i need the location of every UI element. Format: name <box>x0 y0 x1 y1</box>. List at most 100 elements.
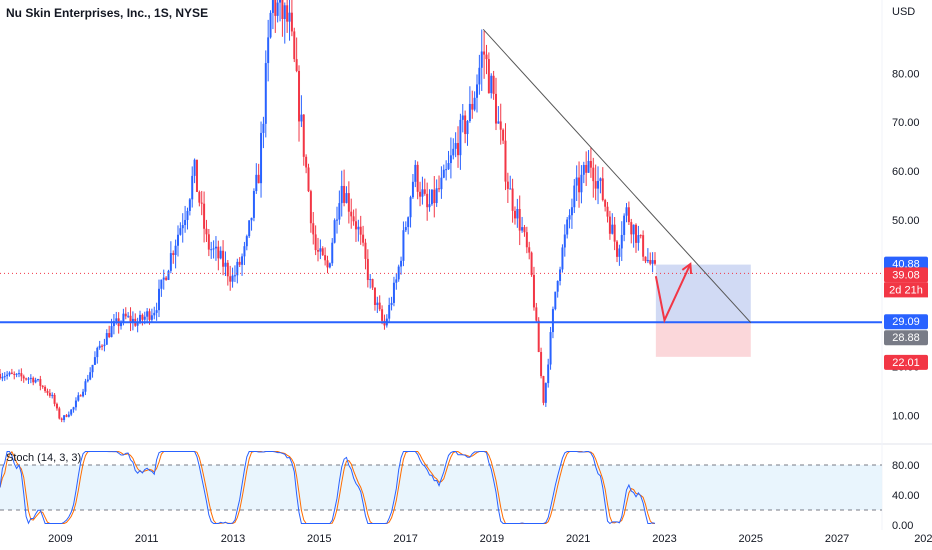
candle-body <box>195 159 198 192</box>
price-tag <box>884 314 928 330</box>
candle-body <box>6 374 9 377</box>
candle-body <box>176 234 179 246</box>
target-zone[interactable] <box>655 264 751 323</box>
candle-body <box>139 314 142 323</box>
candle-body <box>276 2 279 16</box>
candle-body <box>544 383 547 403</box>
candle-body <box>146 311 149 317</box>
candle-body <box>421 189 424 197</box>
candle-body <box>438 188 441 190</box>
candle-body <box>27 378 30 380</box>
candle-body <box>492 75 495 94</box>
price-tick-label: 60.00 <box>892 166 920 178</box>
candle-body <box>96 347 99 358</box>
candle-body <box>172 253 175 256</box>
candle-body <box>454 143 457 149</box>
candle-body <box>371 279 374 288</box>
candle-body <box>207 234 210 250</box>
candle-body <box>39 379 42 386</box>
candle-body <box>440 177 443 190</box>
x-tick-label: 2013 <box>221 533 245 545</box>
candle-body <box>13 373 16 375</box>
candle-body <box>179 228 182 235</box>
candle-body <box>637 235 640 243</box>
candle-body <box>409 197 412 218</box>
candle-body <box>290 12 293 32</box>
candle-body <box>112 321 115 327</box>
candle-body <box>200 202 203 204</box>
candle-body <box>556 281 559 292</box>
candle-body <box>84 381 87 392</box>
x-tick-label: 2021 <box>566 533 590 545</box>
price-tick-label: 10.00 <box>892 411 920 423</box>
price-tag <box>884 267 928 283</box>
candle-body <box>532 274 535 308</box>
projection-path[interactable] <box>654 263 692 324</box>
candle-body <box>295 59 298 71</box>
candle-body <box>122 313 125 323</box>
candle-body <box>271 0 274 13</box>
candle-body <box>525 232 528 248</box>
candle-body <box>46 390 49 393</box>
candle-body <box>535 307 538 321</box>
candle-body <box>143 316 146 320</box>
candle-body <box>381 309 384 321</box>
candle-body <box>300 114 303 122</box>
candle-body <box>646 259 649 262</box>
drawings[interactable] <box>0 28 882 324</box>
candle-body <box>433 189 436 204</box>
candle-body <box>480 51 483 68</box>
candle-body <box>611 224 614 234</box>
x-tick-label: 2017 <box>393 533 417 545</box>
candle-body <box>127 315 130 317</box>
candle-body <box>573 185 576 208</box>
candle-body <box>404 227 407 231</box>
candle-body <box>283 5 286 19</box>
candle-body <box>504 140 507 182</box>
candle-body <box>359 226 362 235</box>
candle-body <box>305 156 308 168</box>
candle-body <box>174 245 177 256</box>
price-tag-label: 28.88 <box>892 332 920 344</box>
candle-body <box>219 250 222 259</box>
stoch-tick-label: 80.00 <box>892 460 920 472</box>
candle-body <box>148 311 151 320</box>
candle-body <box>345 193 348 203</box>
candle-body <box>1 376 4 379</box>
candle-body <box>298 70 301 122</box>
candle-body <box>236 261 239 276</box>
stop-zone[interactable] <box>655 322 751 357</box>
candles <box>0 0 656 423</box>
candle-body <box>326 260 329 268</box>
candle-body <box>559 269 562 282</box>
candle-body <box>476 84 479 98</box>
candle-body <box>32 377 35 383</box>
candle-body <box>347 193 350 212</box>
candle-body <box>364 242 367 259</box>
candle-body <box>264 63 267 124</box>
candle-body <box>3 376 6 378</box>
candle-body <box>153 312 156 316</box>
candle-body <box>585 164 588 173</box>
candle-body <box>131 318 134 323</box>
currency-label: USD <box>892 6 915 18</box>
candle-body <box>551 309 554 333</box>
position-box[interactable] <box>655 264 751 357</box>
candle-body <box>210 249 213 251</box>
candle-body <box>162 277 165 280</box>
x-tick-label: 2011 <box>135 533 159 545</box>
trendline[interactable] <box>482 28 752 324</box>
candle-body <box>124 313 127 317</box>
candle-body <box>578 177 581 193</box>
candle-body <box>91 364 94 373</box>
candle-body <box>248 220 251 237</box>
candle-body <box>639 235 642 237</box>
candle-body <box>497 121 500 124</box>
candle-body <box>632 224 635 235</box>
candle-body <box>74 400 77 408</box>
candle-body <box>563 234 566 248</box>
candle-body <box>302 114 305 157</box>
candle-body <box>426 193 429 208</box>
